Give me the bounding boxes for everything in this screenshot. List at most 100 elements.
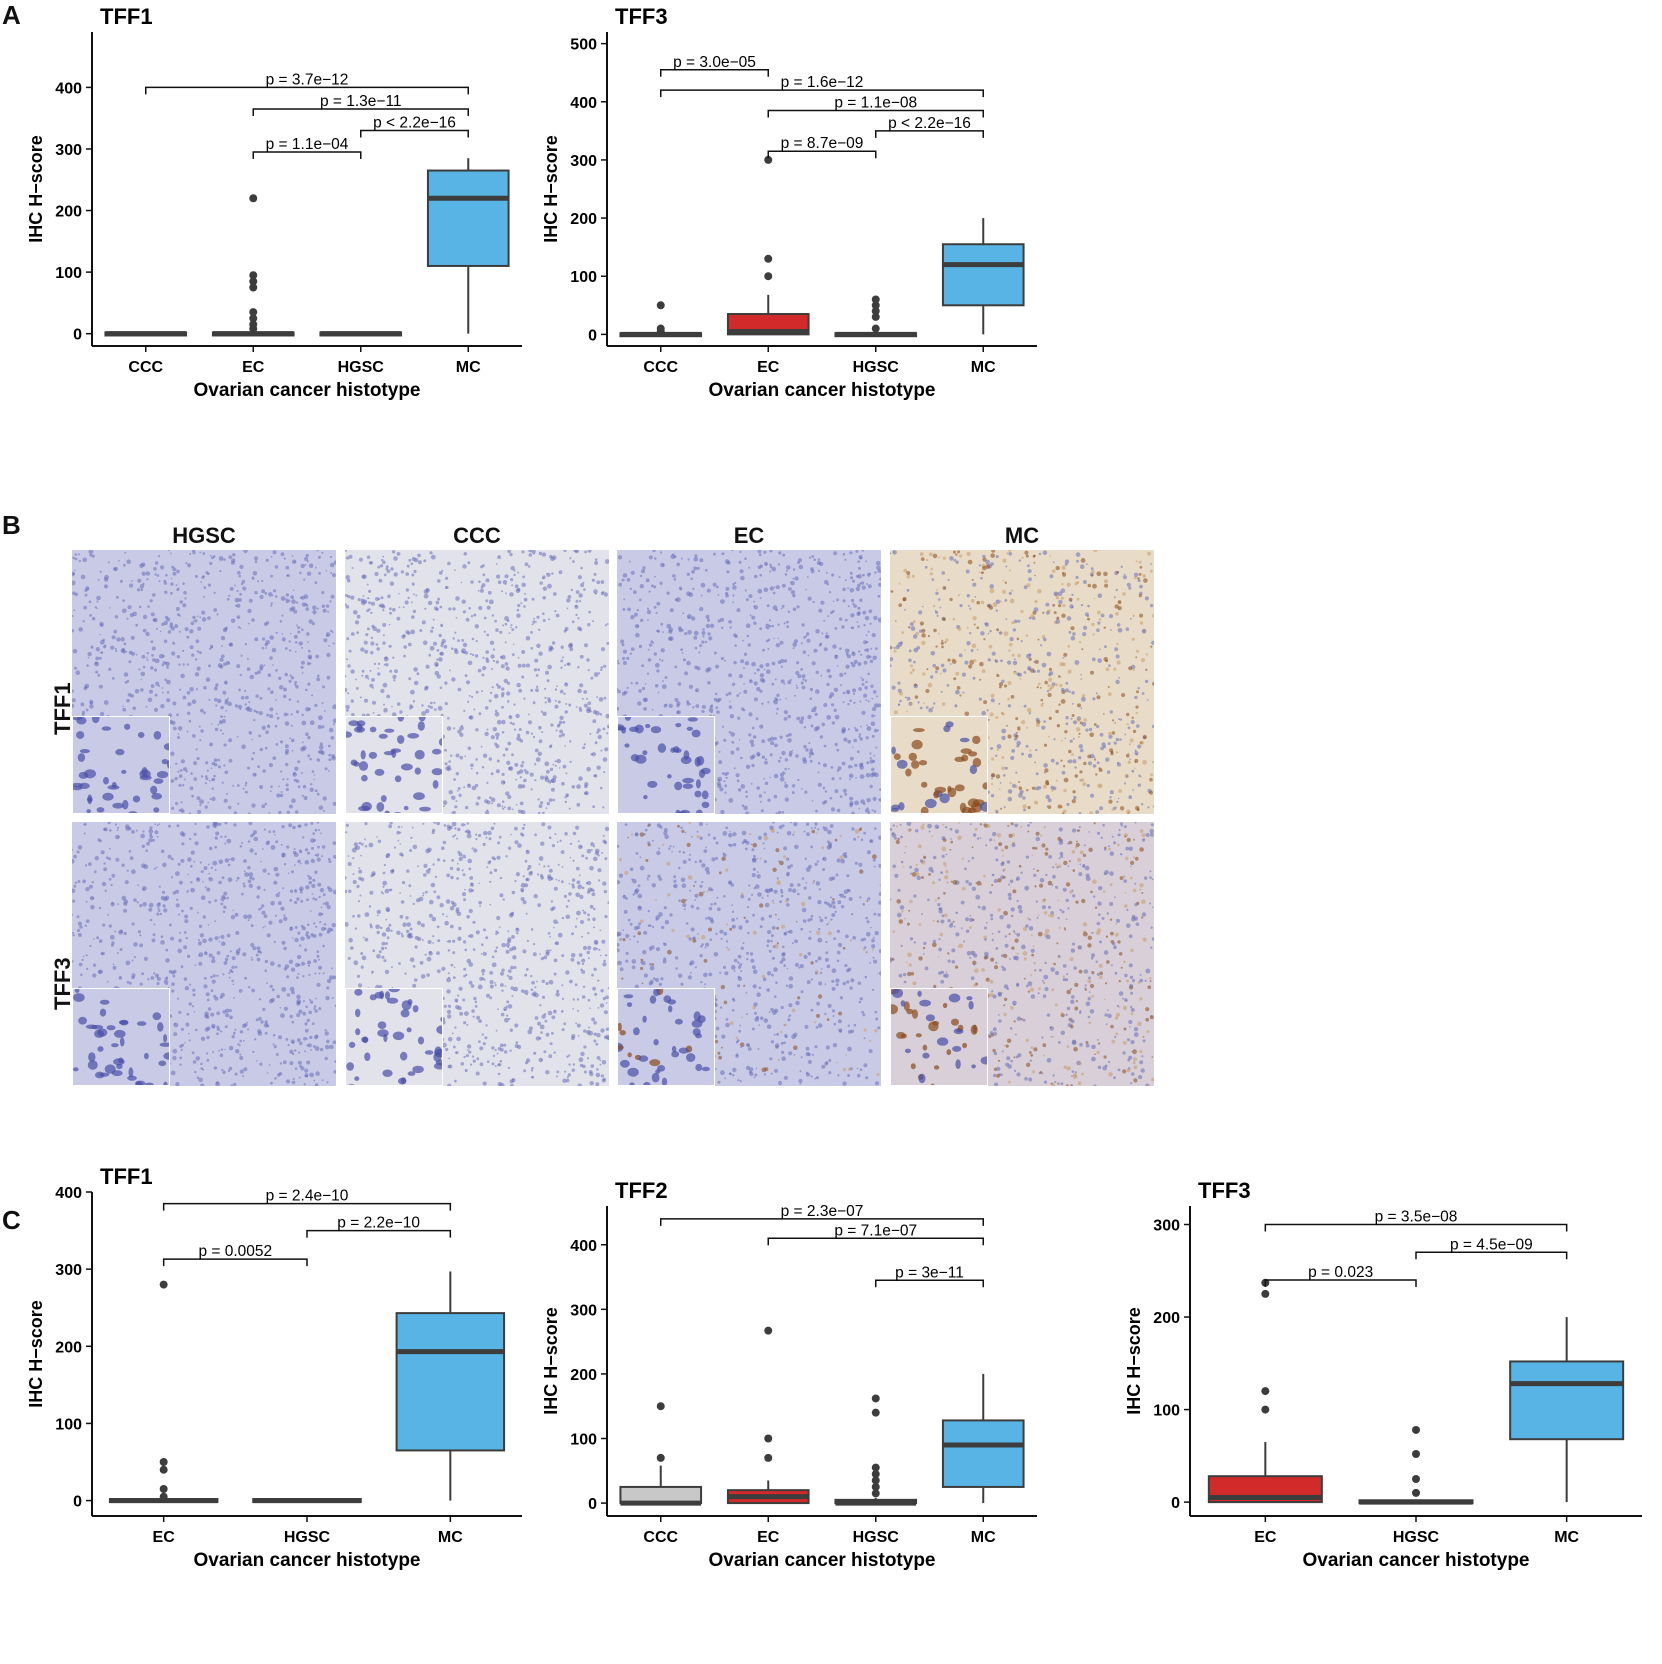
cell-dot	[1111, 731, 1116, 735]
cell-dot	[996, 628, 1000, 632]
cell-dot	[211, 979, 216, 984]
cell-dot	[124, 880, 129, 885]
cell-dot	[434, 661, 439, 667]
cell-dot	[156, 903, 161, 907]
cell-dot	[212, 860, 218, 866]
cell-dot	[274, 914, 278, 917]
cell-dot	[434, 670, 440, 676]
cell-dot	[461, 639, 465, 642]
cell-dot	[471, 653, 475, 657]
cell-dot	[291, 599, 296, 604]
cell-dot	[559, 729, 563, 734]
cell-dot	[699, 644, 703, 648]
cell-dot	[653, 652, 657, 656]
cell-dot	[862, 573, 865, 577]
cell-dot	[289, 929, 292, 931]
cell-dot	[90, 904, 95, 910]
cell-dot	[366, 583, 369, 586]
cell-dot	[370, 636, 374, 640]
inset-nucleus	[908, 752, 917, 761]
outlier-point	[249, 283, 258, 292]
cell-dot	[865, 736, 869, 740]
cell-dot	[331, 754, 336, 759]
inset-nucleus	[111, 1070, 123, 1077]
cell-dot	[777, 637, 779, 640]
cell-dot	[244, 643, 248, 646]
cell-dot	[485, 578, 490, 583]
cell-dot	[998, 702, 1001, 705]
cell-dot	[133, 898, 137, 902]
cell-dot	[1083, 718, 1087, 722]
cell-dot	[347, 664, 351, 668]
cell-dot	[135, 829, 138, 832]
cell-dot	[151, 654, 154, 657]
cell-dot	[642, 698, 647, 702]
cell-dot	[604, 747, 609, 752]
cell-dot	[541, 731, 544, 734]
cell-dot	[1080, 603, 1084, 607]
cell-dot	[299, 1041, 303, 1046]
cell-dot	[1033, 554, 1036, 557]
cell-dot	[565, 772, 568, 775]
cell-dot	[1034, 761, 1036, 764]
cell-dot	[762, 648, 765, 652]
cell-dot	[1119, 806, 1125, 811]
cell-dot	[330, 594, 335, 599]
cell-dot	[488, 599, 494, 605]
y-tick-label: 100	[570, 269, 597, 286]
cell-dot	[995, 774, 1001, 779]
cell-dot	[578, 776, 583, 781]
cell-dot	[200, 870, 204, 874]
cell-dot	[1072, 790, 1076, 794]
cell-dot	[1138, 594, 1142, 598]
cell-dot	[219, 720, 222, 723]
outlier-point	[656, 324, 665, 333]
cell-dot	[801, 685, 806, 690]
cell-dot	[558, 723, 561, 726]
cell-dot	[1070, 717, 1073, 720]
cell-dot	[261, 904, 265, 908]
cell-dot	[464, 805, 469, 810]
cell-dot	[902, 596, 907, 602]
cell-dot	[483, 616, 487, 620]
cell-dot	[181, 842, 185, 846]
cell-dot	[506, 691, 511, 696]
cell-dot	[206, 1035, 210, 1040]
cell-dot	[765, 639, 769, 643]
cell-dot	[861, 550, 865, 552]
cell-dot	[186, 1012, 190, 1016]
cell-dot	[267, 872, 270, 876]
cell-dot	[328, 753, 332, 757]
cell-dot	[1127, 760, 1131, 764]
cell-dot	[871, 771, 877, 777]
cell-dot	[781, 750, 786, 756]
cell-dot	[763, 587, 769, 593]
cell-dot	[290, 738, 295, 743]
cell-dot	[861, 585, 866, 590]
cell-dot	[258, 711, 263, 716]
cell-dot	[995, 716, 999, 720]
cell-dot	[89, 944, 92, 948]
cell-dot	[1080, 778, 1085, 782]
cell-dot	[1126, 809, 1131, 814]
cell-dot	[272, 664, 274, 666]
cell-dot	[297, 785, 301, 789]
cell-dot	[681, 652, 684, 654]
cell-dot	[235, 879, 238, 882]
cell-dot	[1141, 628, 1147, 634]
cell-dot	[285, 1038, 289, 1041]
cell-dot	[936, 614, 939, 617]
cell-dot	[773, 794, 778, 799]
cell-dot	[956, 686, 961, 690]
cell-dot	[80, 973, 83, 977]
cell-dot	[295, 601, 299, 604]
cell-dot	[971, 643, 977, 649]
cell-dot	[779, 756, 782, 759]
cell-dot	[833, 551, 838, 556]
inset-nucleus	[122, 799, 129, 810]
cell-dot	[164, 678, 168, 682]
cell-dot	[1071, 703, 1074, 705]
cell-dot	[565, 629, 567, 631]
cell-dot	[117, 826, 120, 829]
cell-dot	[847, 739, 852, 744]
